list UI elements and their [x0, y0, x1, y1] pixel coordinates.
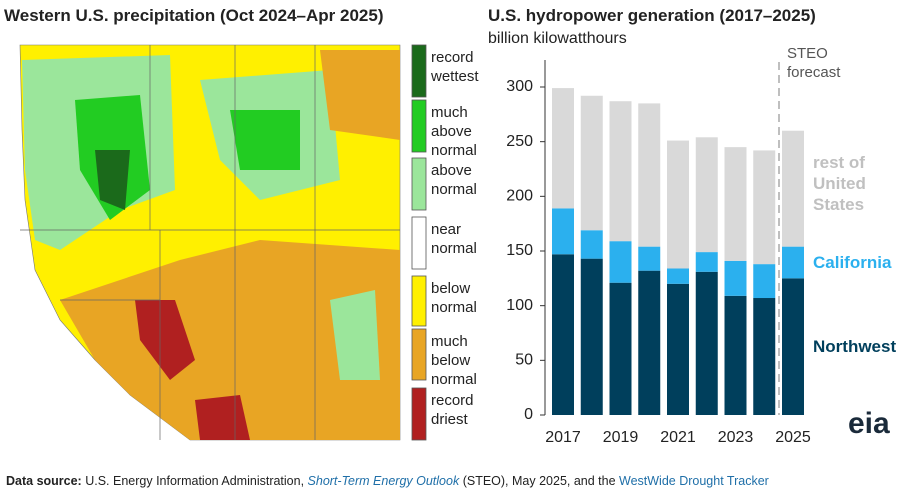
legend-label: below normal [431, 280, 477, 316]
bar-segment [782, 130, 804, 247]
bar-segment [580, 230, 603, 259]
bar-segment [667, 268, 689, 284]
legend-label: record wettest [431, 49, 479, 85]
y-tick-label: 200 [506, 188, 533, 205]
bar-segment [667, 283, 689, 415]
y-tick-label: 50 [515, 352, 533, 369]
x-tick-label: 2023 [718, 429, 754, 446]
bar-segment [667, 140, 689, 269]
forecast-annotation: STEO forecast [787, 45, 841, 81]
legend-swatch [411, 44, 427, 98]
x-tick-label: 2021 [660, 429, 696, 446]
bar-segment [782, 278, 804, 415]
y-tick-label: 100 [506, 297, 533, 314]
legend-swatch [411, 157, 427, 211]
bar-segment [753, 150, 776, 265]
footer-link[interactable]: Short-Term Energy Outlook [307, 474, 460, 488]
legend-swatch [411, 387, 427, 441]
legend-label: record driest [431, 392, 474, 428]
footer-text: U.S. Energy Information Administration, [81, 474, 308, 488]
legend-label: near normal [431, 221, 477, 257]
legend-label: much below normal [431, 333, 477, 388]
bar-segment [638, 246, 661, 271]
legend-swatch [411, 328, 427, 381]
bar-segment [609, 282, 632, 415]
x-tick-label: 2017 [545, 429, 581, 446]
bar-segment [609, 101, 632, 242]
bar-segment [724, 147, 747, 261]
series-label: rest of United States [813, 153, 866, 215]
series-label: California [813, 252, 892, 272]
bar-segment [638, 103, 661, 247]
x-tick-label: 2025 [775, 429, 811, 446]
bar-segment [695, 271, 718, 415]
bar-segment [609, 241, 632, 283]
series-label: Northwest [813, 337, 897, 357]
footer-link[interactable]: WestWide Drought Tracker [619, 474, 769, 488]
bar-segment [580, 258, 603, 415]
footer-label: Data source: [6, 474, 82, 488]
bar-segment [552, 208, 574, 255]
y-tick-label: 0 [524, 406, 533, 423]
bar-segment [753, 264, 776, 299]
bar-segment [724, 260, 747, 296]
y-tick-label: 300 [506, 78, 533, 95]
map [19, 44, 401, 441]
bar-segment [695, 137, 718, 253]
bar-segment [580, 95, 603, 231]
bar-segment [782, 246, 804, 279]
y-tick-label: 250 [506, 133, 533, 150]
legend-swatch [411, 216, 427, 270]
bar-segment [552, 254, 574, 415]
footer-text: (STEO), May 2025, and the [459, 474, 620, 488]
bar-segment [552, 88, 574, 209]
chart-title: U.S. hydropower generation (2017–2025) [488, 6, 816, 25]
footer: Data source: U.S. Energy Information Adm… [6, 474, 769, 488]
x-tick-label: 2019 [603, 429, 639, 446]
bar-segment [638, 270, 661, 415]
bar-segment [753, 298, 776, 415]
legend-swatch [411, 99, 427, 153]
chart-subtitle: billion kilowatthours [488, 30, 627, 47]
legend-swatch [411, 275, 427, 327]
legend-label: much above normal [431, 104, 477, 159]
legend-label: above normal [431, 162, 477, 198]
y-tick-label: 150 [506, 242, 533, 259]
bar-segment [695, 252, 718, 272]
map-title: Western U.S. precipitation (Oct 2024–Apr… [4, 6, 384, 25]
bar-segment [724, 295, 747, 415]
logo: eia [848, 407, 890, 440]
